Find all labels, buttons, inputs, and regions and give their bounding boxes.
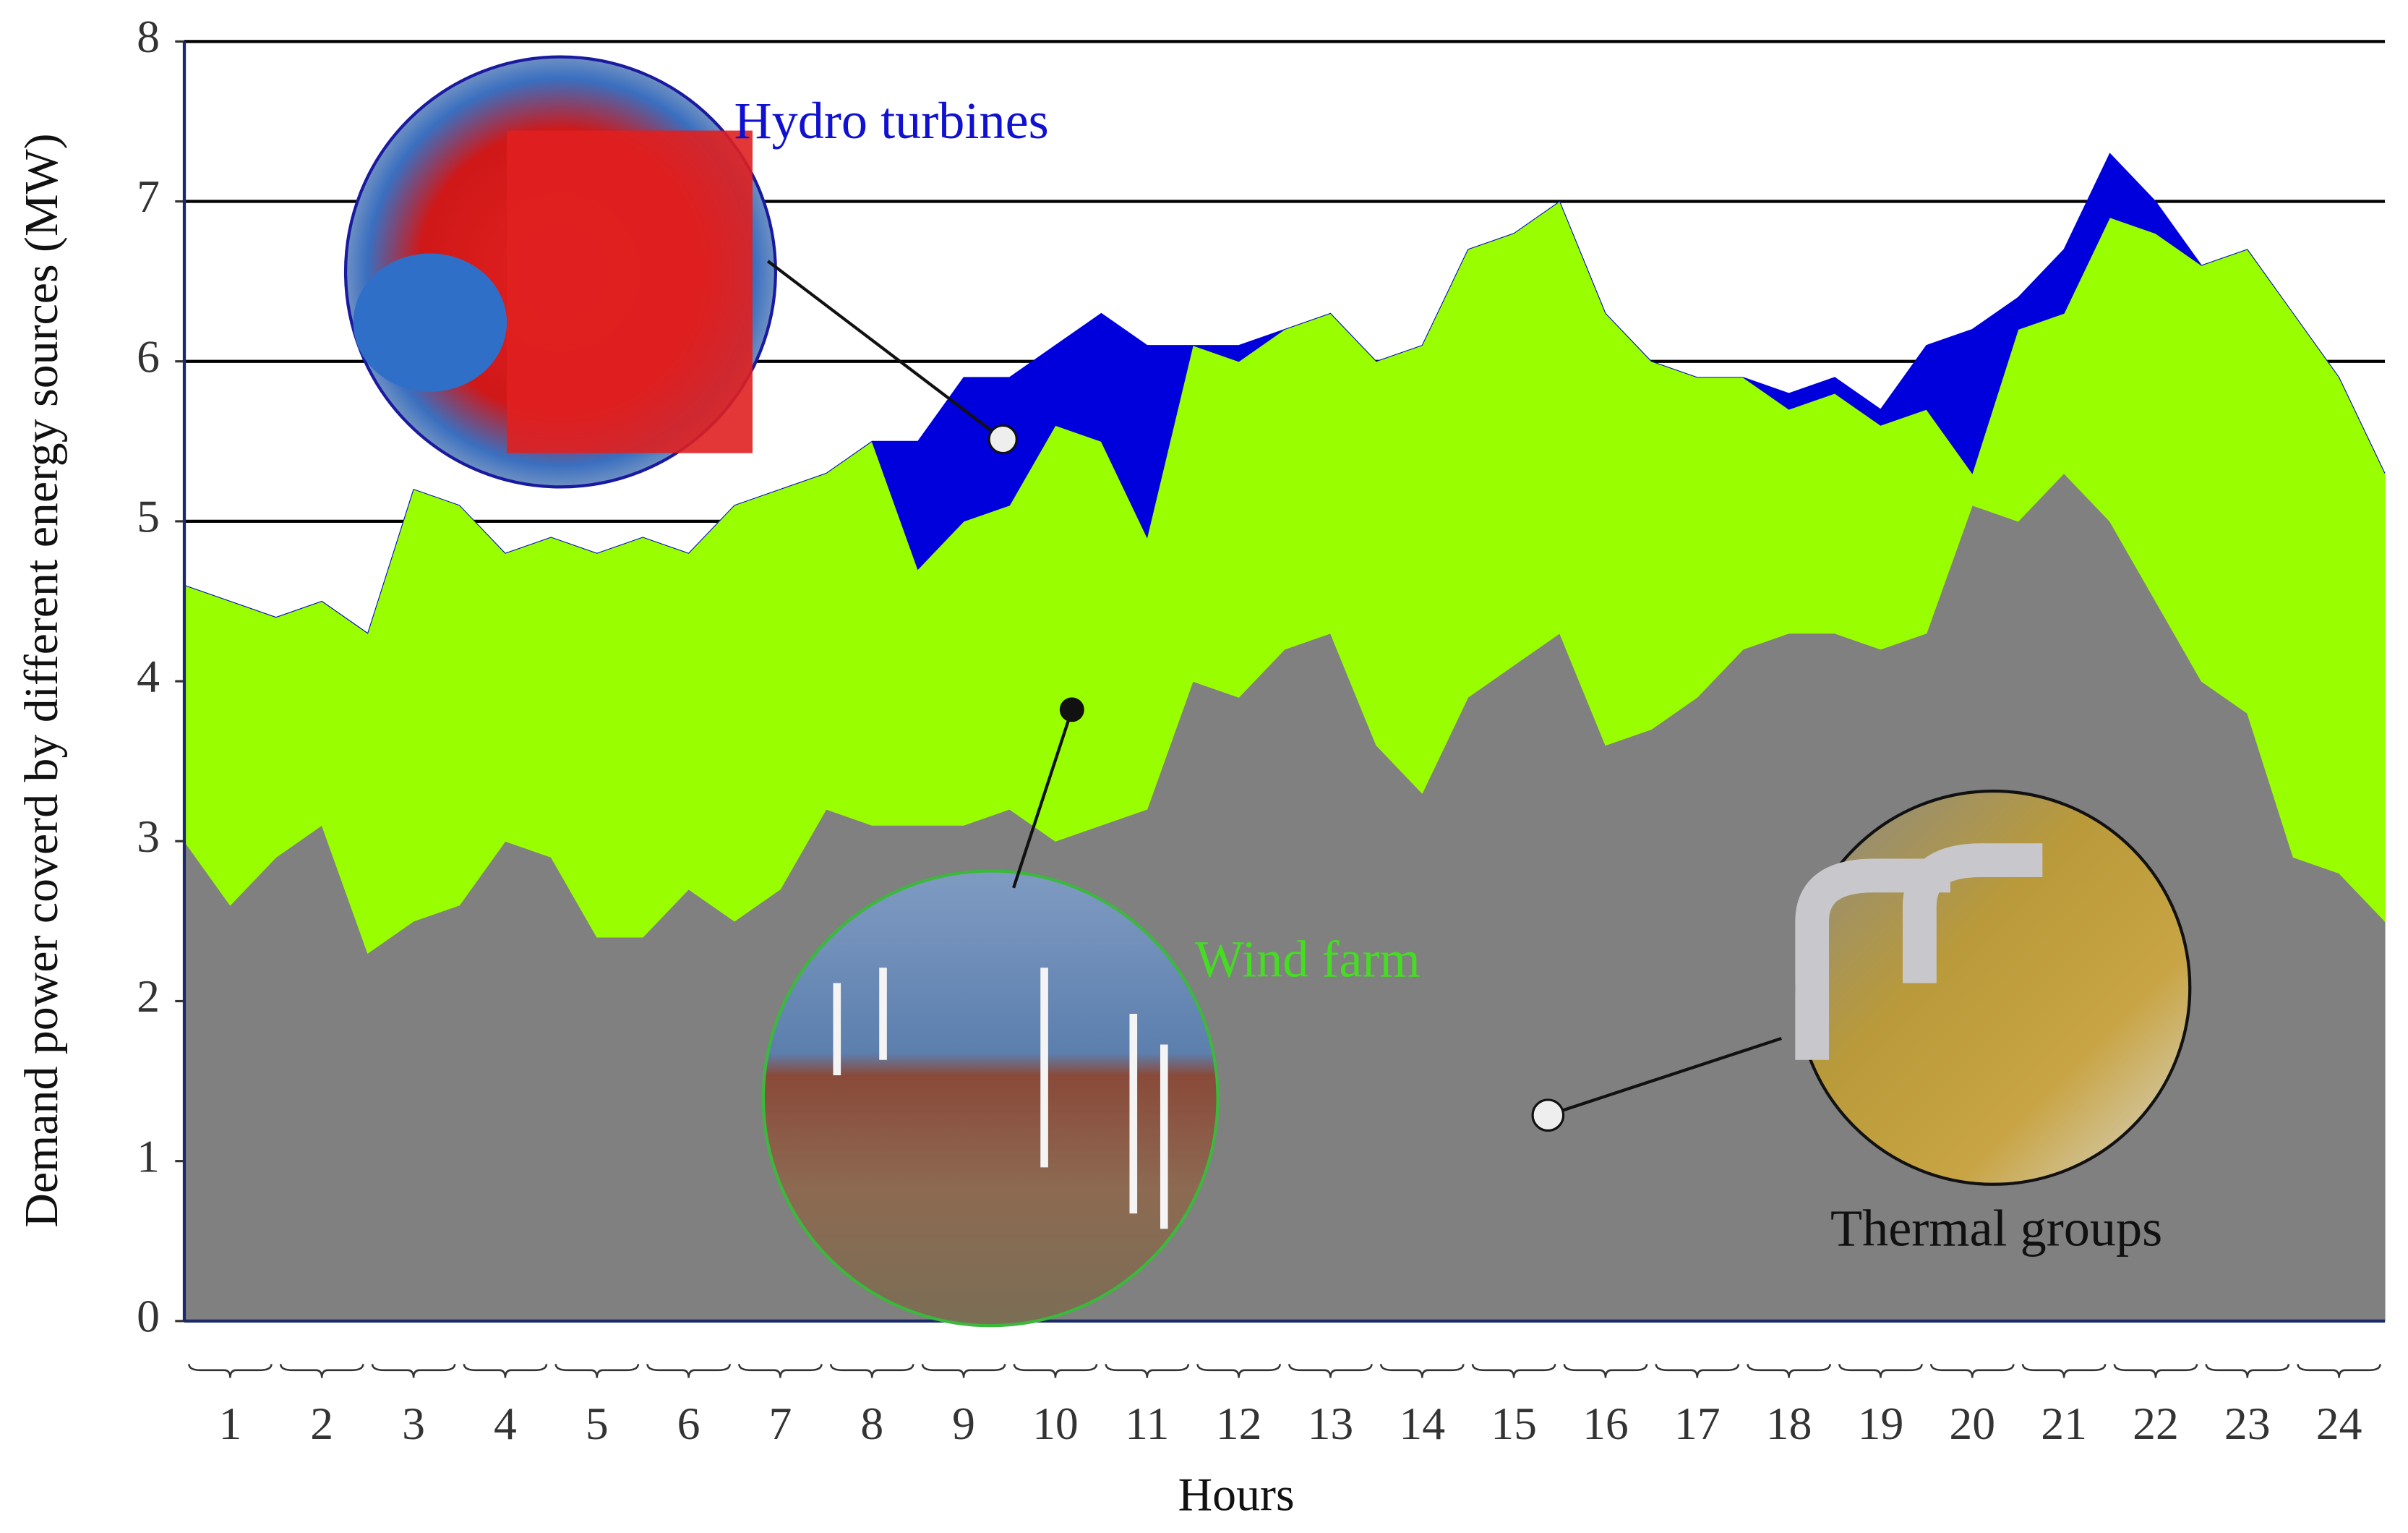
hour-brace bbox=[1747, 1364, 1831, 1378]
x-tick-label: 4 bbox=[494, 1398, 517, 1449]
wind-marker bbox=[1059, 697, 1084, 722]
hour-brace bbox=[1288, 1364, 1373, 1378]
hour-brace bbox=[1013, 1364, 1098, 1378]
thermal-marker bbox=[1531, 1098, 1565, 1132]
hour-brace bbox=[829, 1364, 914, 1378]
hour-brace bbox=[1563, 1364, 1648, 1378]
hour-brace bbox=[279, 1364, 364, 1378]
x-tick-label: 17 bbox=[1674, 1398, 1721, 1449]
hydro-label: Hydro turbines bbox=[734, 92, 1048, 150]
hour-brace bbox=[1838, 1364, 1923, 1378]
hour-brace bbox=[188, 1364, 273, 1378]
x-tick-label: 18 bbox=[1766, 1398, 1812, 1449]
x-tick-label: 22 bbox=[2133, 1398, 2179, 1449]
hour-brace bbox=[1929, 1364, 2015, 1378]
y-tick-label: 0 bbox=[137, 1290, 160, 1341]
x-tick-label: 15 bbox=[1491, 1398, 1537, 1449]
x-tick-label: 5 bbox=[586, 1398, 609, 1449]
x-tick-label: 12 bbox=[1216, 1398, 1262, 1449]
x-tick-label: 9 bbox=[952, 1398, 975, 1449]
hour-brace bbox=[371, 1364, 456, 1378]
wind-photo-detail bbox=[833, 968, 1168, 1229]
hour-brace bbox=[2205, 1364, 2290, 1378]
hydro-photo-detail bbox=[507, 130, 753, 453]
hydro-marker bbox=[987, 424, 1018, 455]
hydro-photo-detail bbox=[353, 253, 507, 392]
y-tick-label: 8 bbox=[137, 11, 160, 62]
x-axis-label: Hours bbox=[1178, 1468, 1295, 1521]
hour-brace bbox=[646, 1364, 731, 1378]
x-tick-label: 20 bbox=[1949, 1398, 1995, 1449]
x-tick-label: 6 bbox=[677, 1398, 700, 1449]
thermal-label: Thermal groups bbox=[1830, 1199, 2162, 1257]
hour-brace bbox=[2297, 1364, 2381, 1378]
wind-leader bbox=[1012, 709, 1074, 889]
y-tick-label: 7 bbox=[137, 171, 160, 222]
y-tick-label: 2 bbox=[137, 970, 160, 1022]
y-tick-label: 5 bbox=[137, 491, 160, 542]
x-tick-label: 19 bbox=[1858, 1398, 1904, 1449]
hour-brace bbox=[2113, 1364, 2198, 1378]
wind-photo bbox=[761, 869, 1220, 1328]
x-tick-label: 11 bbox=[1125, 1398, 1169, 1449]
x-tick-label: 14 bbox=[1399, 1398, 1445, 1449]
x-tick-label: 1 bbox=[218, 1398, 241, 1449]
hydro-leader bbox=[766, 260, 1004, 441]
thermal-photo-detail bbox=[1795, 843, 2043, 1060]
x-tick-label: 3 bbox=[402, 1398, 425, 1449]
x-tick-label: 7 bbox=[768, 1398, 792, 1449]
x-tick-label: 16 bbox=[1582, 1398, 1629, 1449]
y-tick-label: 3 bbox=[137, 811, 160, 862]
y-axis-label: Demand power coverd by different energy … bbox=[15, 133, 68, 1227]
hour-brace bbox=[1196, 1364, 1281, 1378]
x-tick-label: 13 bbox=[1308, 1398, 1354, 1449]
hour-brace bbox=[1471, 1364, 1556, 1378]
y-tick-label: 6 bbox=[137, 330, 160, 382]
hour-brace bbox=[738, 1364, 823, 1378]
x-tick-label: 8 bbox=[860, 1398, 883, 1449]
hour-brace bbox=[1655, 1364, 1740, 1378]
hour-brace bbox=[463, 1364, 548, 1378]
hour-brace bbox=[1105, 1364, 1190, 1378]
hour-brace bbox=[554, 1364, 640, 1378]
x-tick-label: 24 bbox=[2316, 1398, 2362, 1449]
x-tick-label: 2 bbox=[310, 1398, 333, 1449]
hour-brace bbox=[1379, 1364, 1465, 1378]
wind-label: Wind farm bbox=[1195, 931, 1421, 988]
hour-brace bbox=[2021, 1364, 2107, 1378]
x-tick-label: 21 bbox=[2041, 1398, 2087, 1449]
y-tick-label: 1 bbox=[137, 1130, 160, 1182]
hour-brace bbox=[921, 1364, 1006, 1378]
y-tick-label: 4 bbox=[137, 651, 160, 702]
x-tick-label: 23 bbox=[2224, 1398, 2271, 1449]
thermal-leader bbox=[1547, 1036, 1782, 1117]
x-tick-label: 10 bbox=[1032, 1398, 1079, 1449]
